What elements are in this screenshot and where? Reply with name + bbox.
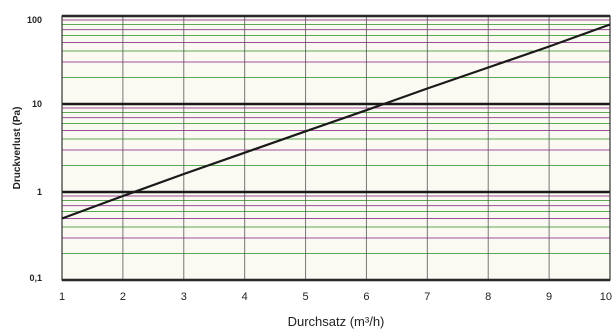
plot-background: [62, 16, 610, 280]
x-tick-labels: 1 2 3 4 5 6 7 8 9 10: [59, 291, 612, 303]
x-tick-label: 8: [485, 291, 491, 303]
x-tick-label: 2: [120, 291, 126, 303]
x-tick-label: 4: [242, 291, 248, 303]
y-tick-label: 0,1: [29, 273, 42, 283]
x-axis-label: Durchsatz (m³/h): [288, 314, 385, 329]
x-tick-label: 5: [302, 291, 308, 303]
x-tick-label: 9: [546, 291, 552, 303]
x-tick-label: 6: [363, 291, 369, 303]
y-axis-label: Druckverlust (Pa): [12, 107, 23, 190]
series-group: [61, 23, 611, 220]
x-tick-label: 1: [59, 291, 65, 303]
plot-frame: [61, 15, 611, 281]
y-tick-labels: 0,1 1 10 100: [27, 15, 42, 283]
y-tick-label: 10: [32, 99, 42, 109]
y-tick-label: 1: [37, 187, 42, 197]
minor-grid: [62, 19, 610, 255]
y-tick-label: 100: [27, 15, 42, 25]
x-tick-label: 10: [600, 291, 612, 303]
x-tick-label: 3: [181, 291, 187, 303]
series-line: [61, 23, 611, 220]
x-tick-label: 7: [424, 291, 430, 303]
